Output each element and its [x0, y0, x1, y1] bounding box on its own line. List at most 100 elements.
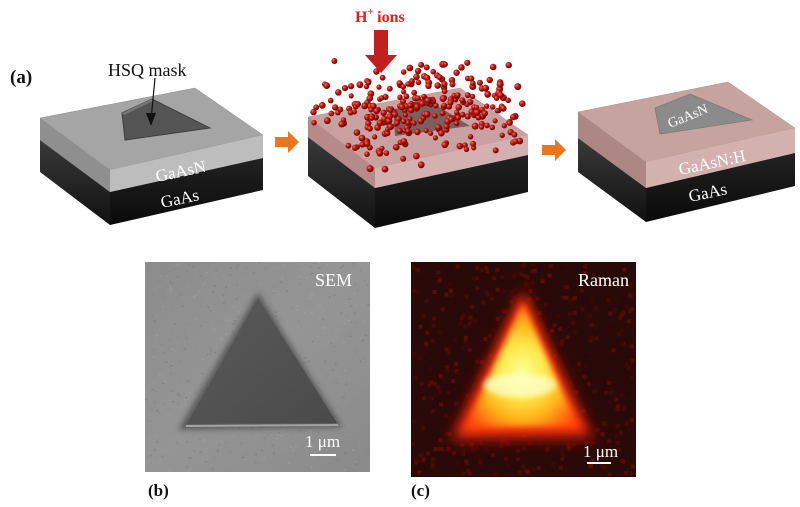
hydrogen-ion: [397, 94, 403, 100]
hydrogen-ion: [373, 68, 380, 75]
block-1: HSQ mask GaAsN GaAs: [39, 60, 264, 225]
hydrogen-ion: [419, 100, 426, 107]
hydrogen-ion: [489, 63, 497, 71]
hsq-mask-triangle: [121, 98, 212, 141]
hydrogen-ion: [464, 59, 471, 66]
hydrogen-ion: [459, 97, 466, 103]
hydrogen-ions: [310, 58, 526, 173]
hydrogen-ion: [380, 109, 387, 117]
hydrogen-ion: [400, 118, 407, 125]
hydrogen-ion: [464, 113, 471, 120]
hydrogen-ion: [468, 75, 475, 82]
hydrogen-ion: [470, 80, 476, 86]
hydrogen-ion: [413, 103, 421, 111]
hydrogen-ion: [423, 64, 430, 71]
hydrogen-ion: [476, 79, 483, 86]
hydrogen-ion: [505, 97, 512, 104]
hydrogen-ion: [365, 80, 372, 86]
hydrogen-ion: [475, 114, 482, 121]
hydrogen-ion: [441, 88, 448, 95]
hydrogen-ion: [411, 120, 417, 126]
hydrogen-ion: [428, 130, 434, 136]
hydrogen-ion: [453, 69, 460, 76]
hydrogen-ion: [489, 104, 496, 110]
hydrogen-ion: [311, 119, 317, 126]
hydrogen-ion: [396, 127, 403, 134]
hydrogen-ion: [411, 89, 418, 96]
hydrogen-ion: [463, 146, 470, 152]
hydrogen-ion: [387, 123, 394, 131]
hydrogen-ion: [511, 131, 518, 138]
hydrogen-ion: [398, 103, 406, 111]
block-3: GaAsN GaAsN:H GaAs: [577, 81, 796, 222]
panel-b-label: (b): [148, 481, 169, 500]
hydrogen-ion: [348, 93, 354, 99]
hydrogen-ion: [499, 132, 505, 138]
hydrogen-ion: [323, 82, 331, 89]
hydrogen-ion: [458, 64, 465, 71]
hydrogen-ion: [493, 95, 500, 101]
hydrogen-ion: [338, 120, 346, 128]
hydrogen-ion: [394, 120, 400, 126]
hydrogen-ion: [351, 144, 359, 151]
hydrogen-ion: [400, 98, 406, 105]
hydrogen-ion: [423, 110, 431, 118]
hydrogen-ion: [401, 89, 407, 95]
hydrogen-ion: [402, 112, 409, 118]
hydrogen-ion: [331, 58, 338, 64]
hydrogen-ion: [414, 67, 422, 75]
hydrogen-ion: [470, 140, 477, 147]
hydrogen-ion: [376, 119, 384, 127]
hydrogen-ion: [442, 61, 448, 67]
hydrogen-ion: [514, 83, 522, 91]
hydrogen-ion: [408, 107, 415, 114]
raman-image: Raman 1 μm: [411, 262, 636, 477]
hydrogen-ion: [465, 92, 471, 99]
hydrogen-ion: [481, 110, 488, 117]
sem-triangle: [187, 298, 337, 424]
hydrogen-ion: [318, 102, 326, 109]
hydrogen-ion: [418, 61, 425, 68]
hydrogen-ion: [436, 74, 443, 81]
hydrogen-ion: [345, 142, 352, 149]
hydrogen-ion: [505, 61, 512, 69]
hydrogen-ion: [447, 99, 454, 106]
hydrogen-ion: [496, 80, 504, 88]
hydrogen-ion: [455, 92, 461, 98]
hydrogen-ion: [512, 138, 519, 145]
hydrogen-ion: [425, 82, 432, 90]
hydrogen-ion: [407, 102, 413, 109]
hydrogen-ion: [379, 145, 385, 151]
hydrogen-ion: [510, 113, 517, 121]
raman-title: Raman: [578, 270, 629, 290]
hydrogen-ion: [507, 120, 513, 126]
block-3-gaasn-triangle: [654, 93, 754, 135]
hydrogen-ion: [489, 124, 496, 131]
hydrogen-ion: [423, 128, 429, 134]
block-3-layer-front: [578, 112, 646, 188]
hydrogen-ion: [430, 68, 437, 75]
hydrogen-ion: [364, 151, 370, 157]
hydrogen-ion: [363, 140, 371, 148]
hydrogen-ion: [413, 73, 420, 81]
hydrogen-ion: [324, 117, 331, 125]
hydrogen-ion: [438, 129, 445, 137]
hydrogen-ion: [372, 134, 378, 140]
hydrogen-ion: [432, 135, 438, 141]
hydrogen-ion: [484, 103, 490, 109]
hydrogen-ion: [414, 128, 421, 136]
hydrogen-ion: [492, 118, 498, 124]
hydrogen-ion: [500, 105, 507, 112]
hydrogen-ion: [379, 74, 386, 81]
hydrogen-ion: [406, 64, 414, 72]
hydrogen-ion: [432, 113, 438, 119]
hydrogen-ion: [403, 93, 410, 100]
hydrogen-ion: [434, 124, 442, 131]
hydrogen-ion: [368, 115, 375, 121]
hydrogen-ion: [359, 141, 366, 148]
hydrogen-ion: [467, 134, 474, 140]
hydrogen-ion: [439, 110, 446, 117]
raman-triangle: [466, 304, 578, 427]
hydrogen-ion: [386, 85, 393, 92]
sem-title: SEM: [315, 270, 352, 290]
